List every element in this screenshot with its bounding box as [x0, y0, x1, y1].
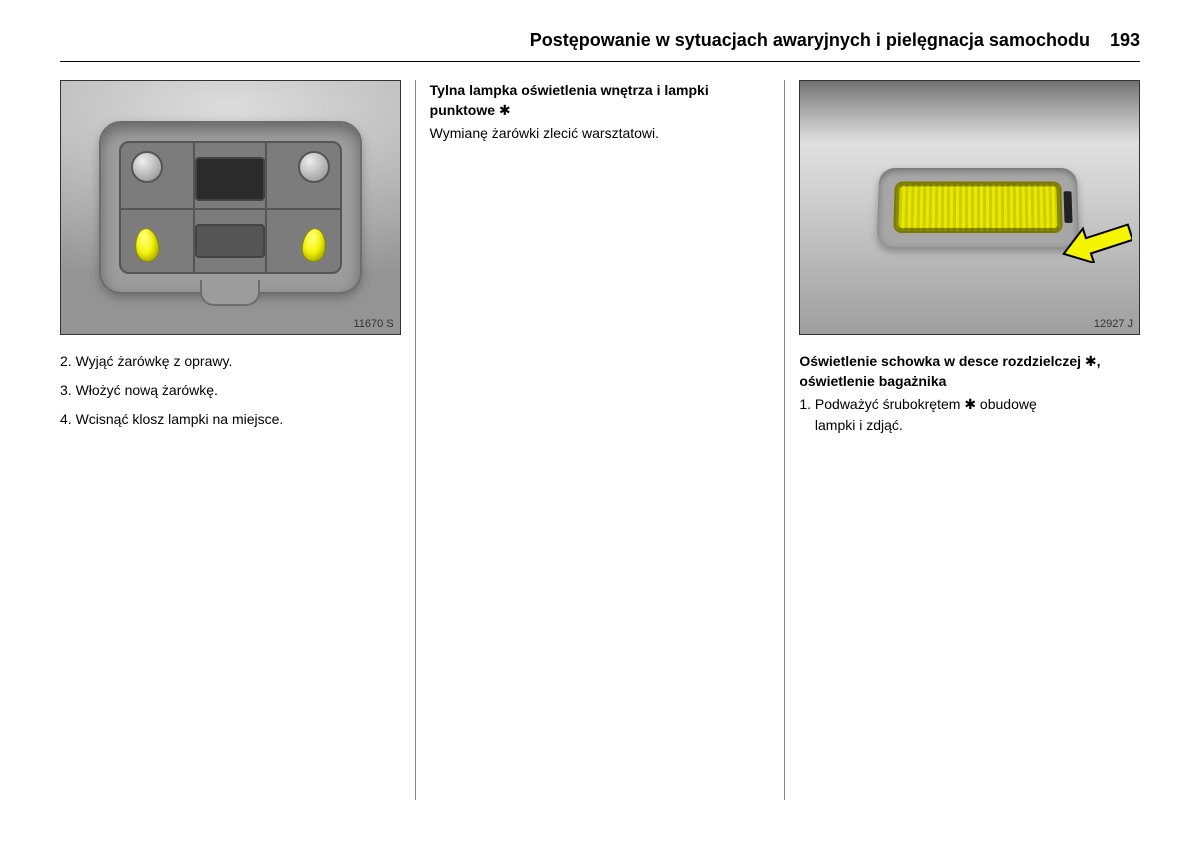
step1-suffix: obudowę: [976, 396, 1037, 412]
heading-line2-prefix: punktowe: [430, 102, 499, 118]
column-2: Tylna lampka oświetlenia wnętrza i lampk…: [416, 80, 786, 800]
arrow-icon: [1062, 223, 1132, 263]
heading-line1: Tylna lampka oświetlenia wnętrza i lampk…: [430, 82, 709, 98]
heading-suffix: ,: [1097, 353, 1101, 369]
page-number: 193: [1110, 30, 1140, 51]
columns: 11670 S 2. Wyjąć żarówkę z oprawy. 3. Wł…: [60, 80, 1140, 800]
column-1: 11670 S 2. Wyjąć żarówkę z oprawy. 3. Wł…: [60, 80, 416, 800]
section-heading: Tylna lampka oświetlenia wnętrza i lampk…: [430, 80, 771, 121]
section-body: 1. Podważyć śrubokrętem ✱ obudowę lampki…: [799, 394, 1140, 436]
page-header: Postępowanie w sytuacjach awaryjnych i p…: [60, 30, 1140, 62]
figure-glovebox-lamp: 12927 J: [799, 80, 1140, 335]
step1-prefix: 1. Podważyć śrubokrętem: [799, 396, 964, 412]
manual-page: Postępowanie w sytuacjach awaryjnych i p…: [0, 0, 1200, 830]
heading-line2: oświetlenie bagażnika: [799, 373, 946, 389]
column-3: 12927 J Oświetlenie schowka w desce rozd…: [785, 80, 1140, 800]
heading-prefix: Oświetlenie schowka w desce rozdzielczej: [799, 353, 1085, 369]
step-item: 3. Włożyć nową żarówkę.: [60, 380, 401, 401]
step-item: 2. Wyjąć żarówkę z oprawy.: [60, 351, 401, 372]
star-icon: ✱: [499, 102, 511, 118]
step-item: 4. Wcisnąć klosz lampki na miejsce.: [60, 409, 401, 430]
section-body: Wymianę żarówki zlecić warsztatowi.: [430, 123, 771, 144]
step-list: 2. Wyjąć żarówkę z oprawy. 3. Włożyć now…: [60, 351, 401, 430]
figure-label: 11670 S: [354, 318, 394, 330]
star-icon: ✱: [964, 396, 976, 412]
figure-overhead-console: 11670 S: [60, 80, 401, 335]
figure-label: 12927 J: [1094, 318, 1133, 330]
page-title: Postępowanie w sytuacjach awaryjnych i p…: [530, 30, 1090, 51]
section-heading: Oświetlenie schowka w desce rozdzielczej…: [799, 351, 1140, 392]
step1-line2: lampki i zdjąć.: [815, 417, 903, 433]
star-icon: ✱: [1085, 353, 1097, 369]
